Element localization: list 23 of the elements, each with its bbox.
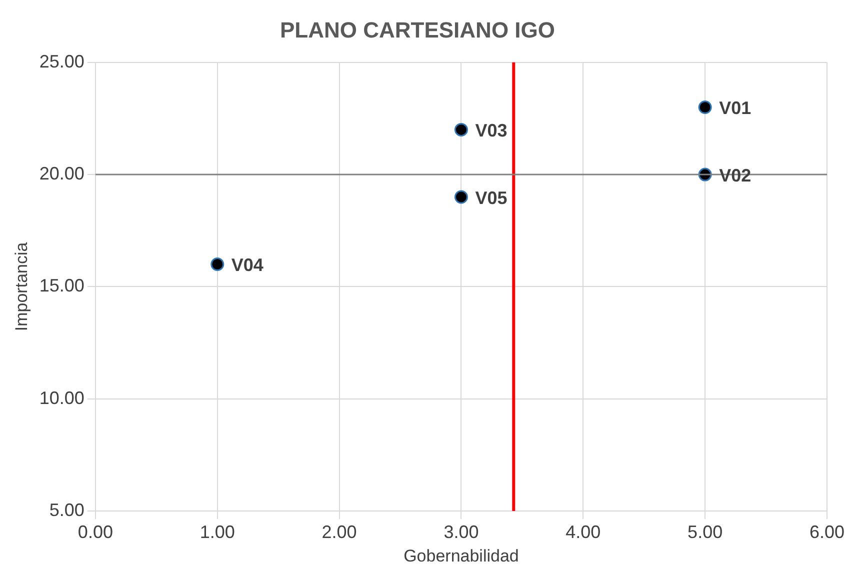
x-tick-label: 5.00 [688,522,723,542]
y-axis-title: Importancia [12,242,31,332]
x-tick-label: 1.00 [200,522,235,542]
point [210,258,224,272]
x-tick-label: 0.00 [78,522,113,542]
chart-title: PLANO CARTESIANO IGO [280,17,556,42]
point [698,100,712,114]
y-tick-label: 25.00 [39,51,84,72]
y-tick-label: 10.00 [39,388,84,408]
annotation: V03 [475,120,508,141]
x-tick-label: 2.00 [322,522,357,542]
annotation: V05 [475,188,508,208]
x-axis-title: Gobernabilidad [404,546,519,566]
x-tick-label: 6.00 [809,522,845,542]
point [454,122,468,136]
point [454,190,468,204]
y-tick-label: 15.00 [39,276,84,296]
x-tick-label: 4.00 [566,522,601,542]
annotation: V04 [231,255,264,276]
annotation: V01 [719,98,752,118]
x-tick-label: 3.00 [444,522,479,542]
y-tick-label: 5.00 [49,500,84,520]
y-tick-label: 20.00 [39,164,84,184]
